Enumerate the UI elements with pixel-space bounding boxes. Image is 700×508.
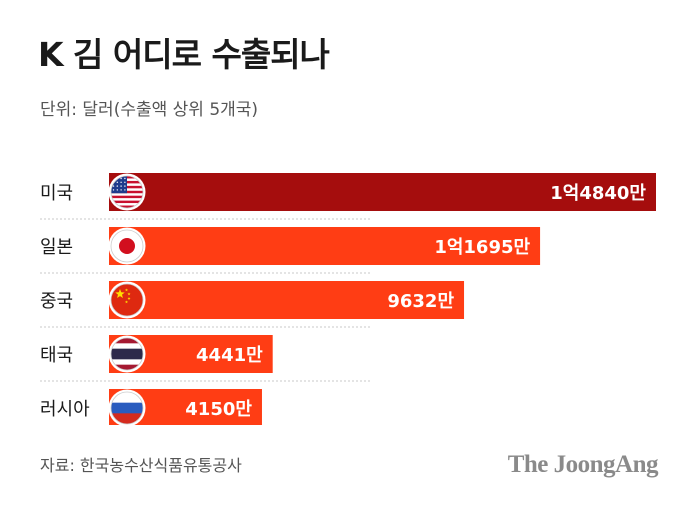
bar-row: 미국 1억4840만	[40, 173, 656, 220]
value-label: 1억4840만	[550, 183, 646, 204]
category-label: 중국	[40, 291, 73, 312]
flag-outline	[110, 337, 144, 371]
flag-outline	[110, 175, 144, 209]
bar-row: 태국 4441만	[40, 335, 370, 382]
thailand-flag-icon	[111, 338, 143, 370]
bar	[109, 281, 465, 319]
chart-subtitle: 단위: 달러(수출액 상위 5개국)	[40, 100, 259, 120]
source-note: 자료: 한국농수산식품유통공사	[40, 456, 242, 475]
bar-row: 중국 9632만	[40, 281, 465, 328]
flag-outline	[110, 229, 144, 263]
category-label: 러시아	[40, 399, 90, 420]
flag-outline	[110, 391, 144, 425]
japan-flag-icon	[111, 230, 143, 262]
category-label: 태국	[40, 345, 73, 366]
china-flag-icon	[111, 284, 143, 316]
value-label: 1억1695만	[434, 237, 530, 258]
bar-row: 러시아 4150만	[40, 389, 262, 425]
bar	[109, 227, 541, 265]
bar	[109, 173, 656, 211]
category-label: 미국	[40, 183, 73, 204]
publisher-logo: The JoongAng	[507, 451, 659, 478]
flag-outline	[110, 283, 144, 317]
russia-flag-icon	[111, 392, 143, 424]
value-label: 4150만	[185, 399, 252, 420]
value-label: 9632만	[387, 291, 454, 312]
bar-row: 일본 1억1695만	[40, 227, 541, 274]
category-label: 일본	[40, 237, 73, 258]
chart-title: K 김 어디로 수출되나	[38, 35, 330, 74]
value-label: 4441만	[196, 345, 263, 366]
us-flag-icon	[111, 176, 143, 208]
